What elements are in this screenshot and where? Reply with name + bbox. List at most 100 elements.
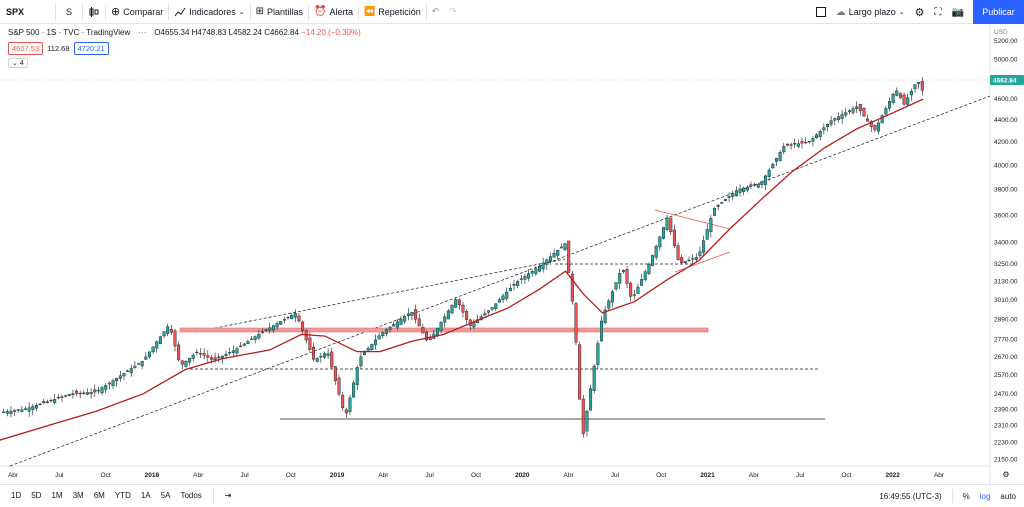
compare-button[interactable]: ⊕ Comparar: [106, 0, 168, 24]
candle: [672, 224, 676, 249]
templates-button[interactable]: ⊞ Plantillas: [251, 0, 308, 24]
candle-body: [64, 395, 68, 397]
candle-body: [75, 390, 79, 394]
date-range-button[interactable]: ⇥: [220, 491, 237, 500]
range-button-5d[interactable]: 5D: [31, 491, 42, 500]
candle: [250, 335, 254, 340]
indicators-button[interactable]: Indicadores ⌄: [169, 0, 249, 24]
candle: [104, 383, 108, 394]
settings-button[interactable]: ⚙: [910, 0, 930, 24]
candle: [290, 313, 294, 320]
candle-body: [687, 259, 691, 262]
candle-body: [282, 319, 286, 321]
range-button-ytd[interactable]: YTD: [114, 491, 131, 500]
candle: [742, 186, 746, 196]
replay-button[interactable]: ⏪ Repetición: [359, 0, 426, 24]
calendar-icon: ⇥: [224, 491, 232, 500]
candle-body: [756, 183, 760, 188]
range-button-1d[interactable]: 1D: [11, 491, 22, 500]
log-toggle[interactable]: log: [979, 491, 991, 501]
candle: [341, 391, 345, 411]
candle: [559, 243, 563, 249]
percent-toggle[interactable]: %: [962, 491, 970, 501]
time-tick-label: 2022: [885, 472, 900, 479]
candle: [162, 331, 166, 339]
auto-toggle[interactable]: auto: [1000, 491, 1016, 501]
price-tick-label: 2310.00: [994, 423, 1018, 430]
candle: [64, 394, 68, 398]
candle: [235, 346, 239, 356]
redo-button[interactable]: ↷: [444, 0, 462, 24]
candle-body: [519, 278, 523, 280]
legend-collapse-button[interactable]: ⌄ 4: [8, 58, 28, 68]
candle: [301, 320, 305, 335]
chevron-down-icon: ⌄: [238, 8, 245, 16]
publish-button[interactable]: Publicar: [973, 0, 1024, 24]
price-axis[interactable]: USD5200.005000.004800.004600.004400.0042…: [989, 24, 1024, 484]
candle: [388, 325, 392, 333]
candle: [322, 351, 326, 360]
legend-menu-icon[interactable]: ⋯: [138, 28, 147, 37]
price-tick-label: 3600.00: [994, 212, 1018, 219]
candle-body: [315, 358, 319, 362]
ma-period-value: 112.68: [47, 44, 70, 53]
price-tick-label: 3400.00: [994, 239, 1018, 246]
bottom-toolbar: 1D 5D 1M 3M 6M YTD 1A 5A Todos ⇥ 16:49:55 (UTC-3…: [0, 484, 1024, 506]
candle-body: [534, 268, 538, 274]
candle: [574, 302, 578, 345]
candle-body: [508, 287, 512, 292]
templates-label: Plantillas: [267, 6, 304, 17]
candle-body: [629, 282, 633, 297]
symbol-search[interactable]: SPX: [0, 0, 55, 24]
candle-body: [85, 392, 89, 395]
open-value: O4655.34: [154, 28, 190, 37]
range-button-todos[interactable]: Todos: [180, 491, 202, 500]
candle: [702, 235, 706, 257]
range-button-3m[interactable]: 3M: [72, 491, 84, 500]
candle: [27, 402, 31, 417]
candle-body: [680, 257, 684, 263]
time-axis[interactable]: Abr Jul Oct 2018 Abr Jul Oct 2019 Abr Jul Oct 2020 A…: [0, 465, 1010, 479]
interval-button[interactable]: S: [56, 0, 82, 24]
range-button-1m[interactable]: 1M: [51, 491, 63, 500]
range-button-5a[interactable]: 5A: [160, 491, 171, 500]
candle: [691, 254, 695, 264]
candle: [734, 186, 738, 197]
candle-body: [713, 208, 717, 216]
candle: [767, 167, 771, 181]
undo-button[interactable]: ↶: [427, 0, 445, 24]
candle: [621, 269, 625, 274]
candle: [49, 398, 53, 403]
candle-body: [450, 304, 454, 314]
candle: [155, 340, 159, 353]
layout-name-button[interactable]: ☁ Largo plazo ⌄: [831, 0, 910, 24]
candle-body: [731, 193, 735, 197]
legend-title: S&P 500 · 1S · TVC · TradingView: [8, 28, 131, 37]
candle-body: [446, 310, 450, 320]
candle: [519, 274, 523, 284]
range-button-6m[interactable]: 6M: [93, 491, 105, 500]
screenshot-button[interactable]: 📷: [947, 0, 969, 24]
candle: [833, 117, 837, 126]
candle-body: [319, 355, 323, 358]
chart-area[interactable]: USD5200.005000.004800.004600.004400.0042…: [0, 24, 1024, 484]
candle: [13, 408, 17, 416]
candle-body: [337, 377, 341, 395]
candle: [680, 254, 684, 265]
candle: [417, 313, 421, 327]
alert-button[interactable]: ⏰ Alerta: [309, 0, 358, 24]
chart-type-button[interactable]: [83, 0, 105, 24]
price-chart[interactable]: USD5200.005000.004800.004600.004400.0042…: [0, 24, 1024, 484]
last-price-group: 4662.84: [990, 75, 1024, 85]
clock-time[interactable]: 16:49:55 (UTC-3): [879, 491, 942, 501]
candle: [490, 307, 494, 312]
layout-toggle-button[interactable]: [811, 0, 831, 24]
candle: [603, 306, 607, 325]
range-button-1a[interactable]: 1A: [140, 491, 151, 500]
candle-body: [574, 303, 578, 343]
fullscreen-button[interactable]: ⛶: [930, 0, 947, 24]
candle-body: [9, 410, 13, 415]
divider: [249, 3, 251, 20]
candle: [545, 258, 549, 270]
candle-body: [887, 101, 891, 109]
